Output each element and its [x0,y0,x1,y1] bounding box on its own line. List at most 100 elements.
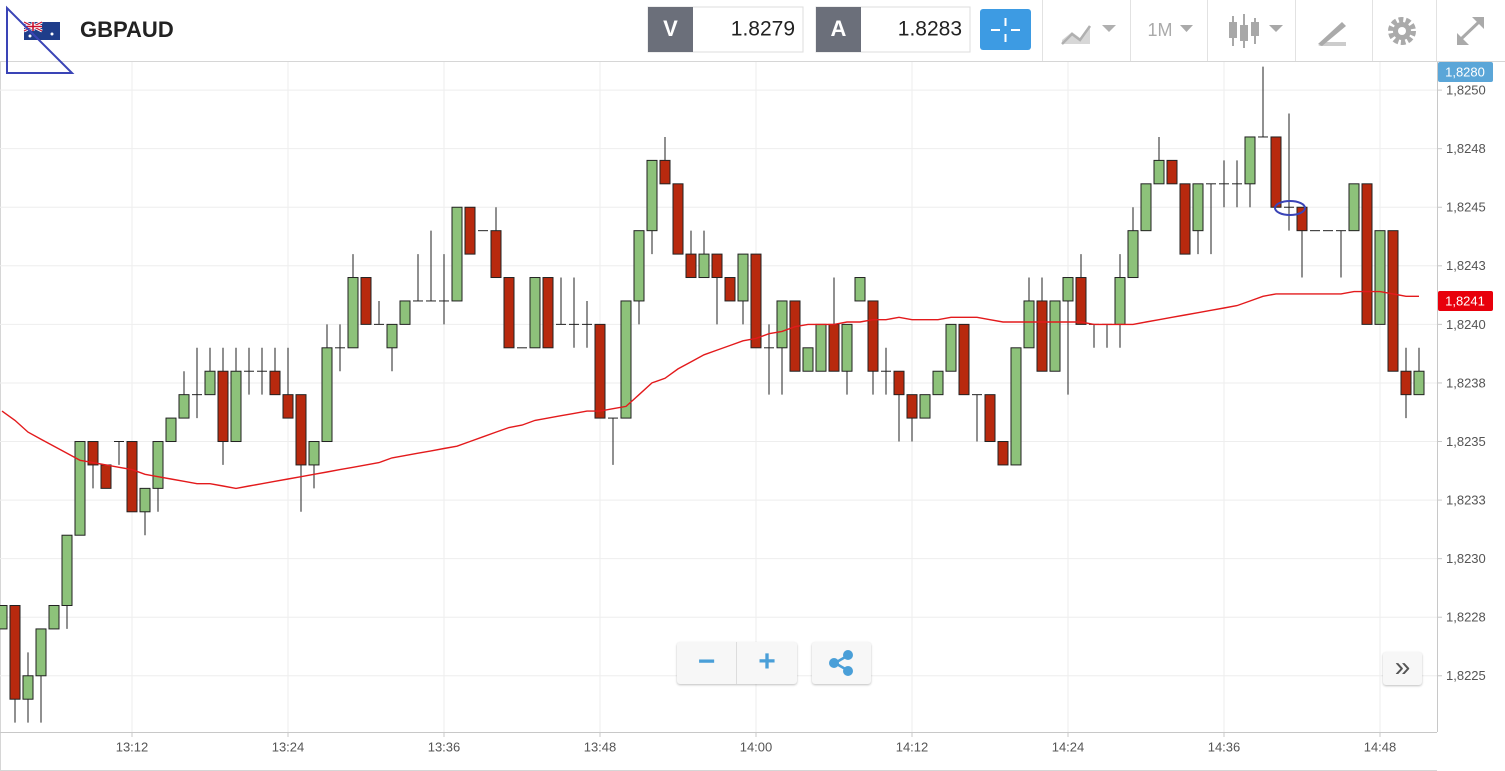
y-tick-label: 1,8248 [1446,141,1486,156]
bid-label: V [663,16,678,41]
candle-body [724,277,736,302]
candle-body [464,206,476,255]
candle-body [360,277,372,325]
candle-body [230,370,242,443]
fullscreen-button[interactable] [1457,17,1484,45]
candle-body [698,253,710,279]
candle-body [1166,159,1178,185]
candle-body [503,277,515,349]
share-button[interactable] [812,642,871,684]
candle-body [61,534,73,606]
candle-body [217,370,229,443]
candle-body [1010,347,1022,466]
settings-button[interactable] [1388,17,1416,45]
x-tick-label: 14:00 [740,739,773,754]
candle-body [529,277,541,349]
candle-body [282,394,294,419]
zoom-group: − + [677,642,797,684]
candle-body [139,487,151,513]
scroll-right-button[interactable]: » [1383,652,1422,685]
y-tick-label: 1,8250 [1446,83,1486,98]
candle-body [1023,300,1035,349]
candle-body [1348,183,1360,232]
candle-body [750,253,762,349]
bid-box[interactable]: V 1.8279 [647,6,804,53]
candle-body [451,206,463,302]
x-tick-label: 14:48 [1364,739,1397,754]
candle-body [646,159,658,232]
moving-average-line [1,290,1419,490]
candle-body [1192,183,1204,232]
plot [0,66,1425,723]
candle-body [1075,277,1087,325]
bid-price: 1.8279 [731,18,795,41]
candle-body [633,230,645,302]
x-tick-label: 14:12 [896,739,929,754]
candle-body [1036,300,1048,372]
y-tick-label: 1,8243 [1446,258,1486,273]
candle-body [1374,230,1386,325]
y-tick-label: 1,8245 [1446,200,1486,215]
candle-body [1179,183,1191,255]
candle-body [1153,159,1165,185]
candle-body [22,675,34,700]
drawing-tools[interactable] [1318,22,1346,46]
candle-body [204,370,216,396]
candle-body [1140,183,1152,232]
candle-body [1296,206,1308,232]
ask-price: 1.8283 [898,18,962,41]
y-tick-label: 1,8238 [1446,375,1486,390]
candle-body [1114,277,1126,325]
candle-body [490,230,502,279]
candle-body [87,441,99,466]
toolbar-separators [1042,0,1437,61]
share-icon [829,650,853,676]
selection-triangle [6,5,75,74]
candle-body [1062,277,1074,302]
candle-body [815,323,827,372]
candle-body [854,277,866,302]
flag-icon [23,20,60,40]
y-axis-panel [1437,62,1505,771]
price-marker [1438,62,1493,82]
candle-body [711,253,723,279]
ask-box[interactable]: A 1.8283 [815,6,971,53]
x-tick-label: 14:24 [1052,739,1085,754]
y-tick-label: 1,8233 [1446,493,1486,508]
x-tick-label: 13:24 [272,739,305,754]
timeframe-menu[interactable]: 1M [1147,20,1193,40]
indicator-menu[interactable] [1061,25,1116,45]
crosshair-button[interactable] [980,9,1031,50]
candle-body [685,253,697,279]
chart-type-menu[interactable] [1229,14,1283,48]
candle-body [1400,370,1412,396]
price-marker-label: 1,8280 [1445,64,1485,79]
candle-body [672,183,684,255]
candle-body [802,347,814,372]
candle-body [399,300,411,325]
y-tick-label: 1,8228 [1446,610,1486,625]
candle-body [386,323,398,349]
y-tick-label: 1,8235 [1446,434,1486,449]
zoom-out-button[interactable]: − [677,642,737,684]
x-tick-label: 13:48 [584,739,617,754]
candle-body [35,628,47,677]
candle-body [997,441,1009,466]
candle-body [152,441,164,489]
candle-body [958,323,970,396]
candle-body [126,441,138,513]
candle-body [1413,370,1425,396]
x-tick-label: 14:36 [1208,739,1241,754]
candle-body [542,277,554,349]
candle-body [1244,136,1256,185]
candle-body [776,300,788,349]
y-tick-label: 1,8230 [1446,551,1486,566]
candle-body [347,277,359,349]
price-marker-label: 1,8241 [1445,293,1485,308]
candle-body [321,347,333,443]
candle-body [74,441,86,536]
zoom-in-button[interactable]: + [758,645,776,678]
candle-body [308,441,320,466]
candle-body [1270,136,1282,208]
candle-body [269,370,281,396]
